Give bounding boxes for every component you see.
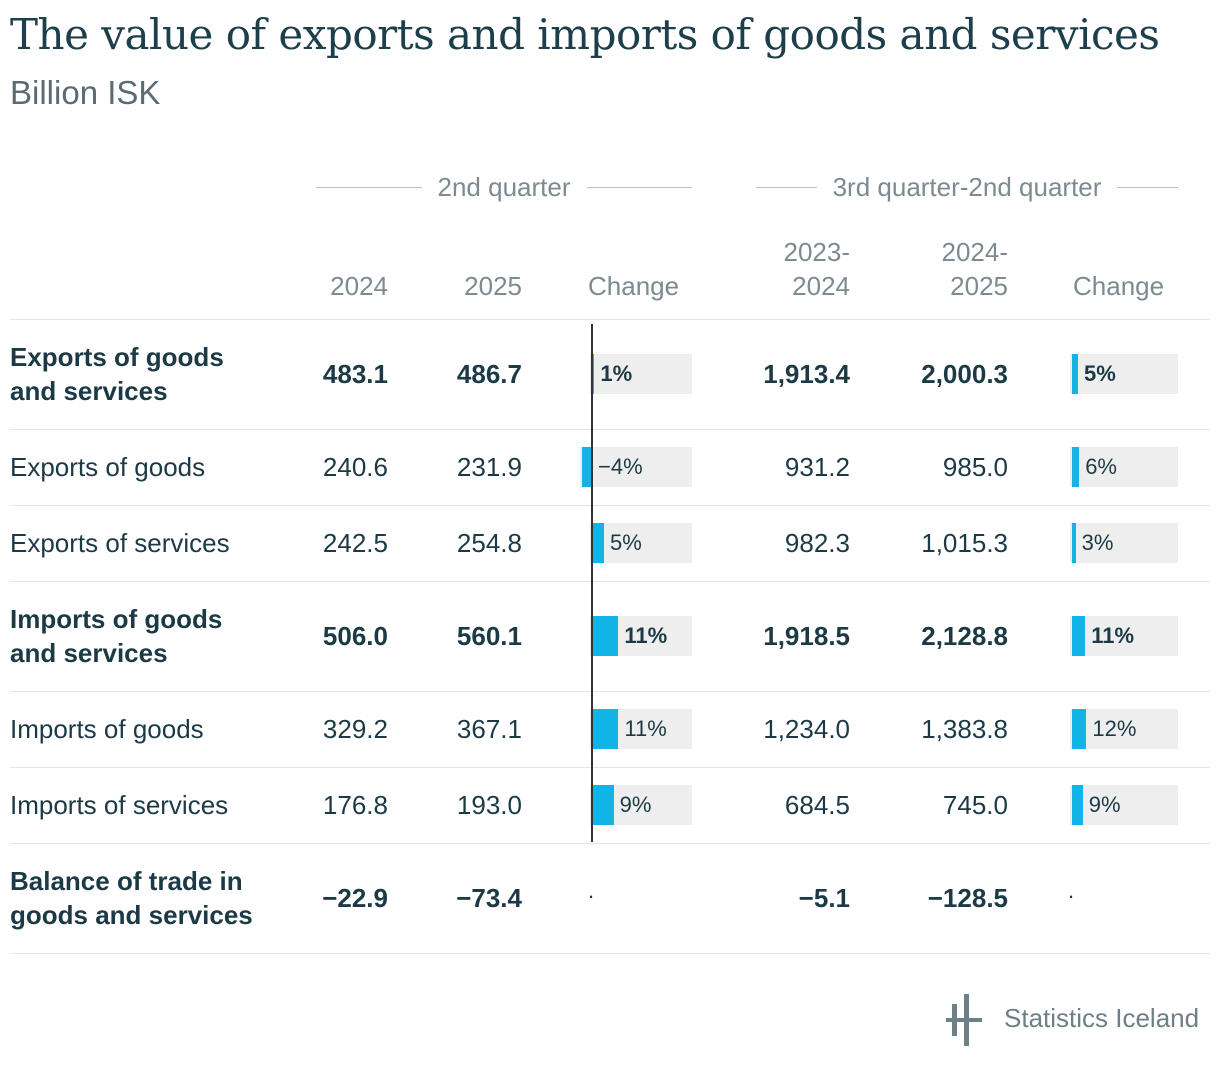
value-2023-2024: 1,918.5 — [763, 621, 850, 651]
change-year-bar-bg — [1070, 523, 1178, 563]
col-header-2023-2024: 2023- 2024 — [783, 237, 851, 301]
change-quarter-bar — [592, 354, 595, 394]
row-label: Exports of goods and services — [10, 342, 224, 406]
change-year-empty: . — [1068, 878, 1075, 903]
col-header-2024-2025: 2024- 2025 — [941, 237, 1009, 301]
chart-title: The value of exports and imports of good… — [10, 10, 1160, 59]
statistics-iceland-logo-icon — [946, 994, 982, 1046]
row-label: Imports of services — [10, 790, 229, 820]
change-year-label: 11% — [1091, 623, 1135, 648]
group-header-label: 3rd quarter-2nd quarter — [832, 171, 1102, 202]
group-header-2nd-quarter: 2nd quarter — [316, 170, 693, 204]
change-quarter-label: 5% — [610, 530, 642, 555]
value-2025: 367.1 — [456, 714, 522, 744]
change-year-label: 3% — [1081, 530, 1114, 555]
value-2024: 242.5 — [322, 528, 388, 558]
value-2024: −22.9 — [322, 883, 388, 913]
change-quarter-label: 11% — [624, 623, 668, 648]
col-header-change-q: Change — [588, 271, 680, 301]
source-label: Statistics Iceland — [1004, 1003, 1200, 1033]
value-2025: 193.0 — [456, 790, 522, 820]
value-2025: −73.4 — [456, 883, 522, 913]
row-separator — [10, 581, 1210, 582]
row-separator — [10, 505, 1210, 506]
value-2023-2024: 684.5 — [784, 790, 850, 820]
col-header-change-y: Change — [1073, 271, 1165, 301]
row-label: Exports of services — [10, 528, 230, 558]
change-quarter-bar-bg — [590, 523, 692, 563]
group-header-label: 2nd quarter — [437, 171, 571, 202]
change-quarter-bar-bg — [580, 447, 692, 487]
value-2024: 176.8 — [322, 790, 388, 820]
row-label: Imports of goods — [10, 714, 204, 744]
value-2024-2025: 985.0 — [942, 452, 1008, 482]
row-separator — [10, 953, 1210, 954]
value-2024-2025: 745.0 — [942, 790, 1008, 820]
change-quarter-zero-axis — [591, 324, 593, 842]
value-2024-2025: −128.5 — [927, 883, 1008, 913]
value-2023-2024: 982.3 — [784, 528, 850, 558]
change-year-bar-bg — [1070, 785, 1178, 825]
change-quarter-label: 9% — [619, 792, 652, 817]
change-year-bar — [1072, 616, 1086, 656]
change-year-label: 5% — [1084, 361, 1116, 386]
change-year-bar-bg — [1070, 709, 1178, 749]
change-quarter-bar — [592, 709, 619, 749]
value-2024-2025: 1,383.8 — [921, 714, 1008, 744]
value-2023-2024: 1,913.4 — [763, 359, 850, 389]
change-year-label: 6% — [1085, 454, 1117, 479]
col-header-2025: 2025 — [464, 271, 522, 301]
chart-subtitle: Billion ISK — [10, 74, 161, 111]
header-separator — [10, 319, 1210, 320]
col-header-2024: 2024 — [330, 271, 388, 301]
value-2025: 486.7 — [456, 359, 522, 389]
change-year-label: 9% — [1088, 792, 1121, 817]
change-year-bar — [1072, 709, 1087, 749]
value-2024: 240.6 — [322, 452, 388, 482]
value-2024-2025: 2,000.3 — [921, 359, 1008, 389]
row-label: Exports of goods — [10, 452, 206, 482]
change-quarter-bar — [592, 616, 619, 656]
change-year-bar-bg — [1070, 354, 1178, 394]
change-year-bar — [1072, 447, 1080, 487]
value-2023-2024: 1,234.0 — [763, 714, 850, 744]
row-separator — [10, 691, 1210, 692]
value-2024-2025: 2,128.8 — [921, 621, 1008, 651]
change-year-bar — [1072, 785, 1083, 825]
change-year-bar — [1072, 354, 1078, 394]
row-separator — [10, 843, 1210, 844]
change-quarter-label: 1% — [600, 361, 633, 386]
value-2025: 560.1 — [456, 621, 522, 651]
row-separator — [10, 429, 1210, 430]
row-label: Balance of trade in goods and services — [10, 866, 253, 930]
value-2025: 231.9 — [456, 452, 522, 482]
value-2025: 254.8 — [456, 528, 522, 558]
change-year-bar-bg — [1070, 616, 1178, 656]
row-label: Imports of goods and services — [10, 604, 223, 668]
value-2024: 329.2 — [322, 714, 388, 744]
row-separator — [10, 767, 1210, 768]
group-header-3rd-2nd-quarter: 3rd quarter-2nd quarter — [756, 170, 1179, 204]
change-quarter-label: 11% — [624, 716, 667, 741]
change-quarter-label: −4% — [598, 454, 643, 479]
change-quarter-bar — [592, 785, 614, 825]
change-quarter-bar — [582, 447, 592, 487]
change-quarter-bar-bg — [590, 354, 692, 394]
change-quarter-empty: . — [588, 878, 595, 903]
value-2024-2025: 1,015.3 — [921, 528, 1008, 558]
value-2023-2024: −5.1 — [798, 883, 850, 913]
change-year-bar — [1072, 523, 1076, 563]
change-quarter-bar — [592, 523, 604, 563]
value-2023-2024: 931.2 — [784, 452, 850, 482]
change-year-bar-bg — [1070, 447, 1178, 487]
change-year-label: 12% — [1092, 716, 1137, 741]
value-2024: 483.1 — [322, 359, 388, 389]
value-2024: 506.0 — [322, 621, 388, 651]
